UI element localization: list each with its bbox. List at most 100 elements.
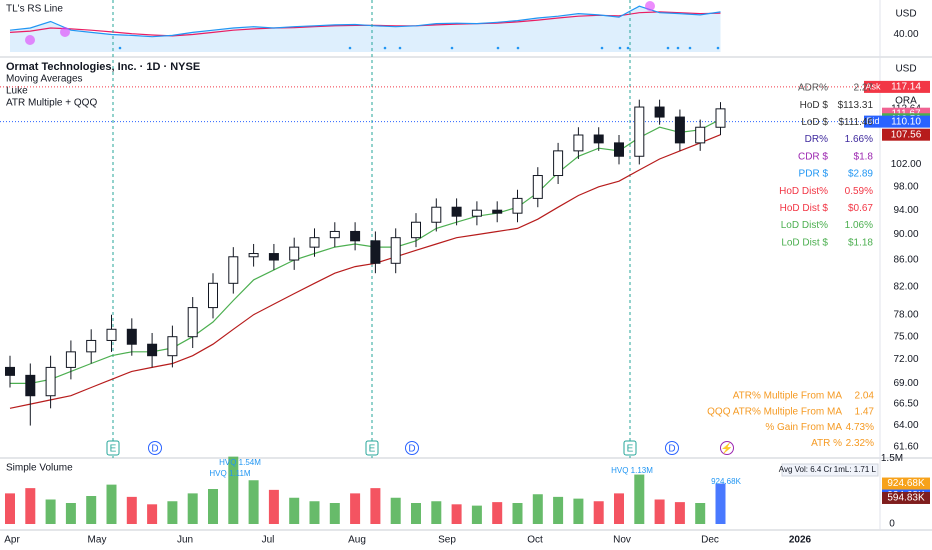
- price-label: 110.10: [891, 116, 921, 127]
- price-tag-box: [864, 115, 882, 128]
- event-marker: [665, 441, 679, 455]
- volume-bar: [329, 503, 340, 524]
- event-label: E: [627, 444, 634, 455]
- volume-bar: [5, 493, 15, 524]
- volume-bar: [431, 501, 442, 524]
- candle-body: [674, 116, 685, 144]
- volume-tick-label: 0: [889, 519, 895, 530]
- candle-body: [45, 366, 56, 397]
- volume-bar: [86, 496, 97, 524]
- volume-info: 1mL: 1.71 L: [834, 465, 877, 474]
- volume-tick-label: 1.5M: [881, 453, 903, 464]
- volume-bar: [573, 498, 584, 524]
- indicator-name: ATR Multiple + QQQ: [6, 98, 97, 109]
- stat-value: 1.06%: [845, 220, 873, 231]
- atr-value: 2.04: [855, 391, 875, 402]
- volume-bar: [593, 501, 604, 524]
- volume-annotation: 924.68K: [711, 477, 741, 486]
- stat-label: HoD $: [800, 100, 829, 111]
- price-tick-label: 61.60: [893, 442, 918, 453]
- volume-bar: [715, 483, 726, 524]
- stat-value: 1.66%: [845, 134, 873, 145]
- candle-body: [532, 175, 543, 199]
- stat-label: HoD Dist $: [780, 203, 829, 214]
- stat-label: ADR%: [798, 83, 828, 94]
- volume-bar: [614, 493, 624, 524]
- price-tick-label: 98.00: [893, 181, 918, 192]
- price-tick-label: 72.00: [893, 354, 918, 365]
- candle-body: [350, 230, 361, 242]
- price-tick-label: 66.50: [893, 399, 918, 410]
- price-currency: USD: [895, 64, 916, 75]
- candle-body: [309, 237, 320, 248]
- price-label-box: [882, 115, 930, 128]
- volume-bar: [126, 496, 137, 524]
- stat-label: HoD Dist%: [779, 186, 828, 197]
- stat-value: $1.8: [854, 151, 874, 162]
- candle-body: [187, 307, 198, 338]
- volume-label-box: [882, 477, 930, 490]
- volume-bar: [309, 501, 320, 524]
- price-tick-label: 75.00: [893, 331, 918, 342]
- volume-bar: [65, 503, 76, 524]
- volume-bar: [532, 494, 543, 524]
- event-marker: [106, 440, 120, 456]
- price-label-box: [882, 128, 930, 141]
- candle-body: [654, 106, 665, 118]
- volume-bar: [45, 499, 56, 524]
- price-tag: ORA: [895, 95, 917, 106]
- candle-body: [167, 336, 178, 357]
- rs-dot: [600, 46, 604, 50]
- time-label: 2026: [789, 535, 812, 546]
- candle-body: [451, 206, 462, 217]
- atr-value: 2.32%: [846, 438, 874, 449]
- candle-body: [593, 134, 604, 144]
- rs-dot: [666, 46, 670, 50]
- atr-label: ATR% Multiple From MA: [733, 391, 843, 402]
- symbol-title: Ormat Technologies, Inc. · 1D · NYSE: [6, 61, 200, 73]
- rs-line: [9, 5, 721, 38]
- volume-info-box: [781, 463, 879, 477]
- candle-body: [390, 237, 401, 264]
- volume-bar: [634, 474, 645, 524]
- price-label-box: [882, 80, 930, 93]
- price-tag-box: [864, 80, 882, 93]
- volume-label: 924.68K: [887, 478, 925, 489]
- volume-bar: [208, 489, 218, 524]
- indicator-name: Luke: [6, 86, 28, 97]
- rs-dot: [496, 46, 500, 50]
- event-label: D: [668, 444, 675, 455]
- volume-bar: [411, 503, 421, 524]
- volume-bar: [370, 488, 381, 524]
- rs-high-marker: [25, 35, 35, 45]
- stat-label: CDR $: [798, 151, 828, 162]
- event-marker: [623, 440, 637, 456]
- stat-value: $0.67: [848, 203, 873, 214]
- candle-body: [715, 108, 726, 128]
- price-tick-label: 78.00: [893, 309, 918, 320]
- atr-value: 1.47: [855, 406, 875, 417]
- rs-dot: [688, 46, 692, 50]
- candle-body: [25, 374, 36, 397]
- stat-value: $111.46: [838, 117, 873, 128]
- stat-value: $2.89: [848, 169, 873, 180]
- price-tick-label: 102.00: [891, 159, 922, 170]
- volume-bar: [471, 505, 482, 524]
- price-tick-label: 86.00: [893, 255, 918, 266]
- candle-body: [106, 328, 117, 341]
- time-label: Aug: [348, 535, 366, 546]
- stat-label: LoD Dist%: [781, 220, 828, 231]
- volume-bar: [512, 503, 523, 524]
- time-label: May: [88, 535, 107, 546]
- volume-bar: [695, 503, 706, 524]
- stat-value: 0.59%: [845, 186, 873, 197]
- candle-body: [248, 253, 259, 258]
- candle-body: [695, 126, 706, 144]
- stat-label: DR%: [805, 134, 828, 145]
- stat-value: $113.31: [838, 100, 874, 111]
- candle-body: [614, 142, 624, 157]
- event-marker: [405, 441, 419, 455]
- volume-bar: [350, 493, 361, 524]
- candle-body: [126, 328, 137, 345]
